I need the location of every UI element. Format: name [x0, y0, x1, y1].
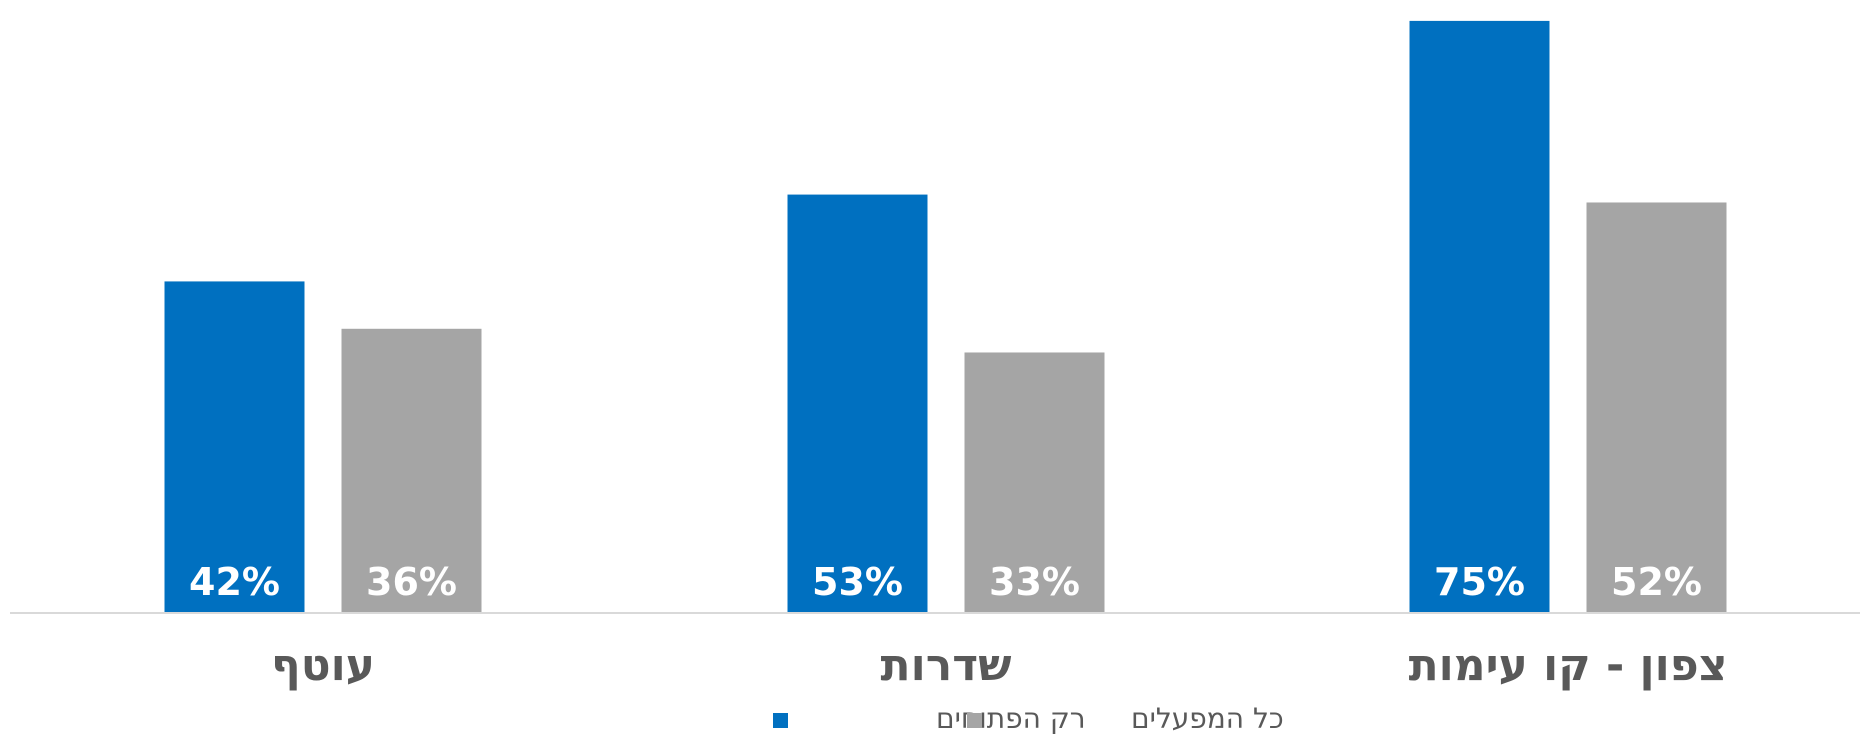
bar-all-factories-1 — [964, 352, 1105, 613]
bar-labels-layer: 42% 36% 53% 33% 75% 52% — [189, 560, 1702, 604]
category-label-0: עוטף — [271, 640, 375, 691]
bar-value-label-open-only-1: 53% — [812, 560, 903, 604]
bar-value-label-all-factories-0: 36% — [366, 560, 457, 604]
legend: רק הפתוחים כל המפעלים — [773, 702, 1284, 735]
legend-swatch-open-only — [773, 713, 788, 728]
bar-value-label-all-factories-1: 33% — [989, 560, 1080, 604]
bar-open-only-0 — [164, 281, 305, 613]
legend-label-open-only: רק הפתוחים — [936, 702, 1086, 735]
bars-layer — [164, 20, 1727, 614]
bar-all-factories-2 — [1586, 202, 1727, 613]
bar-all-factories-0 — [341, 328, 482, 613]
category-label-2: צפון - קו עימות — [1409, 640, 1728, 691]
bar-open-only-2 — [1409, 20, 1550, 614]
bar-value-label-all-factories-2: 52% — [1611, 560, 1702, 604]
bar-value-label-open-only-2: 75% — [1434, 560, 1525, 604]
legend-swatch-all-factories — [967, 713, 982, 728]
category-labels-layer: עוטף שדרות צפון - קו עימות — [271, 640, 1727, 691]
bar-value-label-open-only-0: 42% — [189, 560, 280, 604]
legend-label-all-factories: כל המפעלים — [1131, 702, 1284, 735]
category-label-1: שדרות — [881, 640, 1012, 691]
bar-open-only-1 — [787, 194, 928, 613]
